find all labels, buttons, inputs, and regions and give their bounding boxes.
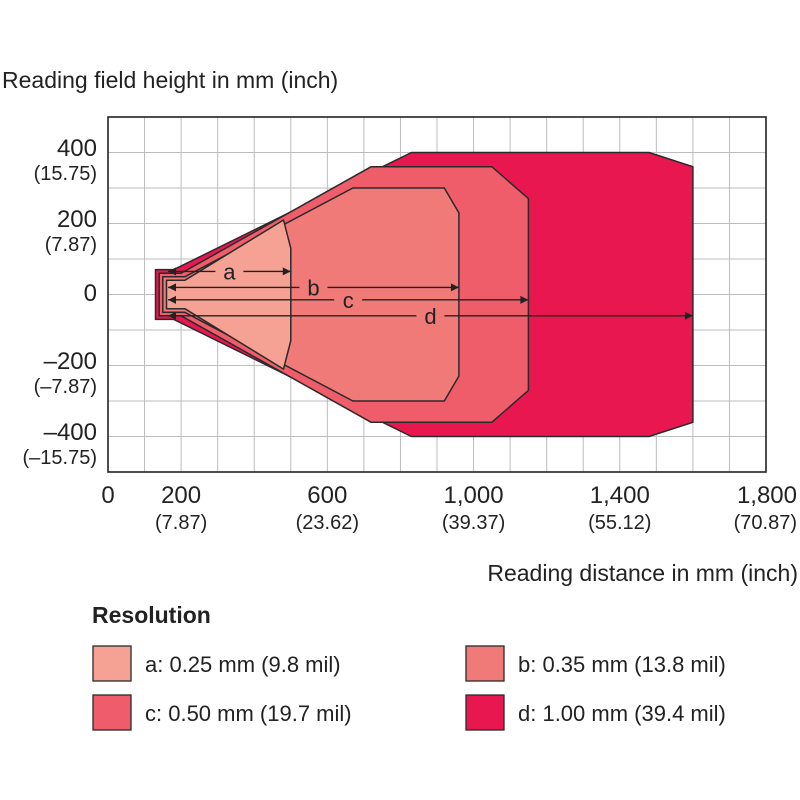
- x-tick-sublabel: (55.12): [588, 512, 651, 534]
- legend-swatch-a: [92, 645, 132, 682]
- legend-label-c: c: 0.50 mm (19.7 mil): [145, 701, 352, 726]
- y-tick-sublabel: (–7.87): [34, 376, 97, 398]
- y-tick-label: –400: [44, 419, 97, 446]
- legend-title: Resolution: [92, 602, 211, 628]
- dimension-label-d: d: [424, 304, 436, 329]
- dimension-arrowhead: [168, 311, 176, 320]
- x-axis-title: Reading distance in mm (inch): [487, 560, 798, 586]
- dimension-arrowhead: [450, 283, 459, 292]
- dimension-label-b: b: [307, 275, 319, 300]
- y-tick-sublabel: (–15.75): [23, 447, 98, 469]
- reading-field-a: [165, 219, 292, 370]
- x-tick-label: 1,400: [590, 482, 650, 509]
- x-tick-label: 0: [101, 482, 114, 509]
- y-axis-title: Reading field height in mm (inch): [2, 67, 338, 93]
- y-tick-label: –200: [44, 348, 97, 375]
- dimension-label-a: a: [223, 259, 236, 284]
- dimension-arrowhead: [168, 295, 176, 304]
- dimension-arrowhead: [168, 267, 176, 276]
- dimension-label-c: c: [343, 288, 354, 313]
- x-tick-sublabel: (7.87): [155, 512, 207, 534]
- y-tick-label: 400: [57, 135, 97, 162]
- legend-label-b: b: 0.35 mm (13.8 mil): [518, 652, 726, 677]
- legend-swatch-b: [465, 645, 505, 682]
- dimension-arrowhead: [520, 295, 529, 304]
- dimension-arrowhead: [684, 311, 693, 320]
- x-tick-label: 600: [307, 482, 347, 509]
- legend-label-d: d: 1.00 mm (39.4 mil): [518, 701, 726, 726]
- y-tick-sublabel: (15.75): [34, 163, 97, 185]
- x-tick-sublabel: (39.37): [442, 512, 505, 534]
- x-tick-label: 1,000: [444, 482, 504, 509]
- x-tick-labels: 0 200 (7.87) 600 (23.62) 1,000 (39.37) 1,400 (55…: [101, 482, 797, 534]
- reading-fields: [154, 151, 694, 438]
- dimension-arrowhead: [168, 283, 176, 292]
- reading-field-b: [162, 187, 460, 402]
- x-tick-sublabel: (23.62): [296, 512, 359, 534]
- legend: a: 0.25 mm (9.8 mil) b: 0.35 mm (13.8 mil…: [92, 645, 726, 731]
- dimension-lines: a b c d: [168, 259, 693, 329]
- x-tick-label: 1,800: [737, 482, 797, 509]
- plot-frame: [107, 116, 767, 473]
- legend-swatch-c: [92, 694, 132, 731]
- y-tick-sublabel: (7.87): [45, 234, 97, 256]
- legend-label-a: a: 0.25 mm (9.8 mil): [145, 652, 341, 677]
- x-tick-label: 200: [161, 482, 201, 509]
- y-tick-label: 200: [57, 206, 97, 233]
- y-tick-label: 0: [84, 280, 97, 307]
- legend-swatch-d: [465, 694, 505, 731]
- dimension-arrowhead: [282, 267, 291, 276]
- x-tick-sublabel: (70.87): [734, 512, 797, 534]
- y-tick-labels: 400(15.75) 200(7.87) 0 –200(–7.87) –400(–15.…: [23, 135, 98, 469]
